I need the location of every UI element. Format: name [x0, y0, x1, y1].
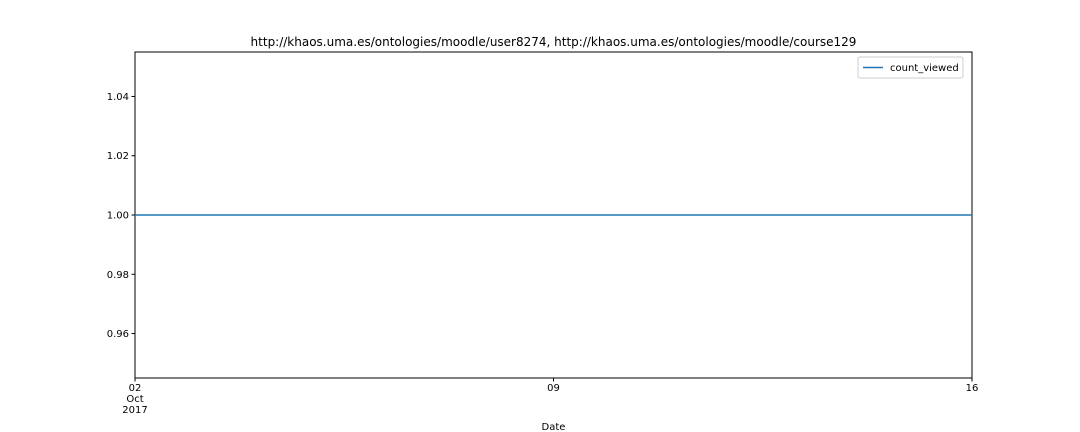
x-axis-label: Date — [542, 422, 566, 432]
legend: count_viewed — [857, 56, 964, 79]
legend-label-count-viewed: count_viewed — [890, 63, 959, 74]
y-tick-label: 0.98 — [107, 270, 129, 281]
chart-title: http://khaos.uma.es/ontologies/moodle/us… — [251, 35, 857, 49]
x-tick-label: 16 — [966, 383, 979, 394]
y-tick-label: 1.00 — [107, 211, 129, 222]
x-tick-label: 2017 — [122, 405, 147, 416]
y-tick-label: 1.02 — [107, 151, 129, 162]
y-axis: 0.96 0.98 1.00 1.02 1.04 — [107, 92, 135, 340]
x-tick-label: Oct — [126, 394, 143, 405]
legend-box — [857, 56, 964, 79]
x-tick-label: 02 — [129, 383, 142, 394]
y-tick-label: 0.96 — [107, 329, 129, 340]
y-tick-label: 1.04 — [107, 92, 129, 103]
x-tick-label: 09 — [547, 383, 560, 394]
